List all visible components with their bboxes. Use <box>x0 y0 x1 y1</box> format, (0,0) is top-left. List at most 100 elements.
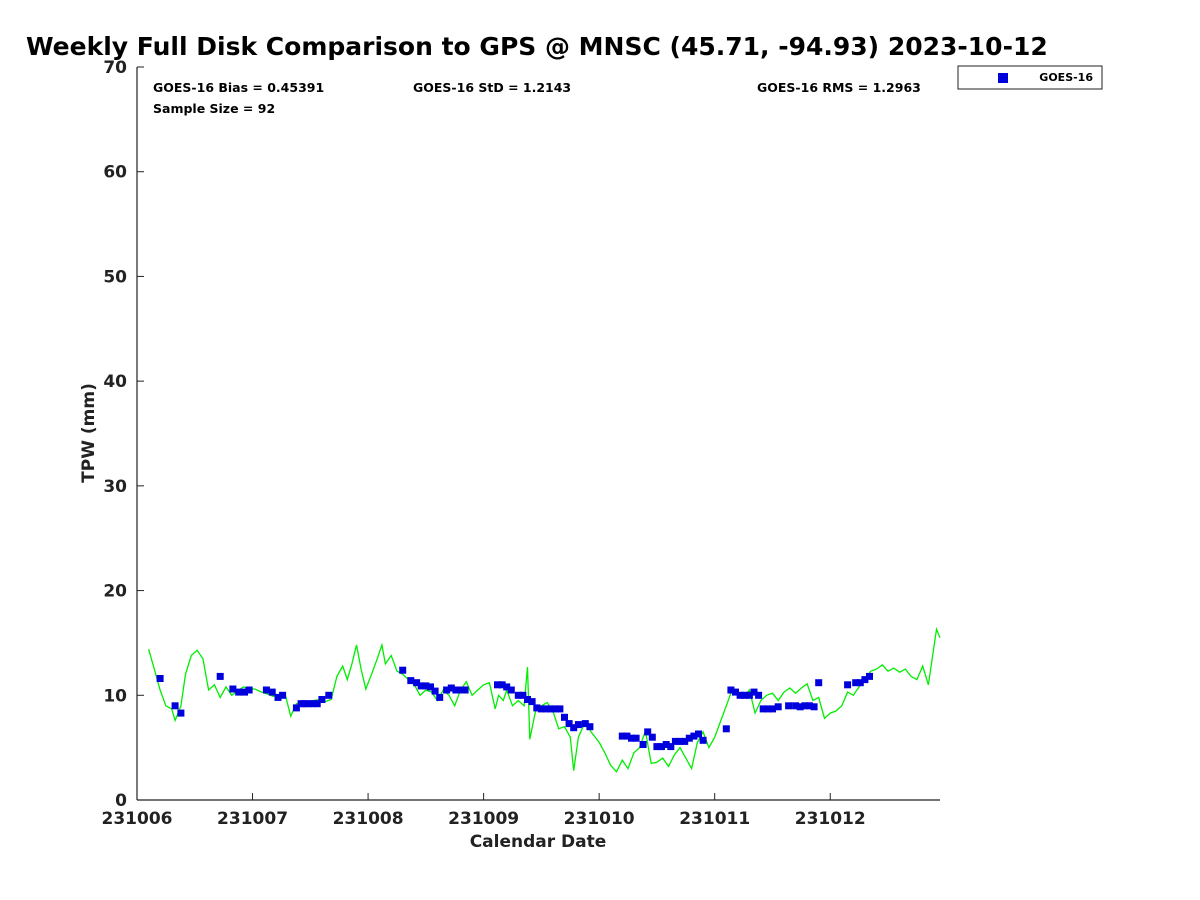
y-ticks: 0 10 20 30 40 50 60 70 <box>103 58 144 811</box>
chart-title: Weekly Full Disk Comparison to GPS @ MNS… <box>26 32 1048 61</box>
sample-size-stat: Sample Size = 92 <box>153 101 275 116</box>
y-tick-label: 0 <box>115 791 127 811</box>
goes16-point <box>662 741 670 748</box>
goes16-point <box>431 687 439 695</box>
goes16-point <box>648 733 656 741</box>
goes16-point <box>551 705 559 713</box>
goes16-point <box>519 691 527 699</box>
goes16-point <box>156 675 164 682</box>
goes16-point <box>644 728 652 736</box>
goes16-point <box>524 696 531 703</box>
legend-label-goes16: GOES-16 <box>1039 71 1093 84</box>
goes16-point <box>732 688 739 696</box>
goes16-point <box>436 693 444 701</box>
y-tick-label: 40 <box>103 372 127 392</box>
goes16-point <box>699 736 707 744</box>
goes16-point <box>722 725 730 733</box>
goes16-point <box>547 705 555 713</box>
goes16-point <box>292 704 300 712</box>
goes16-point <box>229 685 237 693</box>
y-tick-label: 70 <box>103 58 127 78</box>
y-tick-label: 10 <box>103 686 127 706</box>
y-axis-label: TPW (mm) <box>79 383 99 483</box>
goes16-point <box>628 734 635 742</box>
goes16-point <box>618 732 626 740</box>
goes16-point <box>574 721 582 729</box>
goes16-point <box>507 686 515 694</box>
goes16-point <box>417 682 425 690</box>
x-tick-label: 231009 <box>448 809 519 829</box>
goes16-point <box>815 679 823 687</box>
goes16-point <box>561 713 568 721</box>
goes16-point <box>690 732 698 740</box>
goes16-point <box>461 686 469 694</box>
goes16-point <box>216 672 224 680</box>
goes16-point <box>274 693 282 701</box>
y-tick-label: 60 <box>103 163 127 183</box>
goes16-point <box>570 724 578 732</box>
goes16-point <box>639 741 647 748</box>
goes16-point <box>801 702 809 710</box>
goes16-point <box>866 672 873 680</box>
bias-stat: GOES-16 Bias = 0.45391 <box>153 80 324 95</box>
goes16-point <box>177 709 185 717</box>
goes16-point <box>542 705 550 713</box>
goes16-point <box>309 700 317 708</box>
goes16-point <box>452 686 460 694</box>
goes16-point <box>494 681 501 689</box>
legend-marker-goes16 <box>998 73 1008 83</box>
goes16-point <box>498 681 506 689</box>
goes16-point <box>741 691 749 699</box>
x-ticks: 231006 231007 231008 231009 231010 231011 2310… <box>102 793 866 829</box>
goes16-point <box>581 720 589 728</box>
goes16-point <box>759 705 767 713</box>
goes16-point <box>262 686 270 694</box>
rms-stat: GOES-16 RMS = 1.2963 <box>757 80 921 95</box>
goes16-point <box>565 720 573 728</box>
y-tick-label: 20 <box>103 582 127 602</box>
goes16-point <box>279 691 287 699</box>
goes16-point <box>727 686 735 694</box>
goes16-point <box>447 684 455 692</box>
goes16-point <box>852 679 860 687</box>
goes16-point <box>695 730 702 738</box>
goes16-point <box>528 698 536 706</box>
goes16-point <box>736 691 744 699</box>
goes16-series-points <box>156 666 873 751</box>
goes16-point <box>422 682 430 690</box>
goes16-point <box>796 703 804 711</box>
goes16-point <box>792 702 800 710</box>
goes16-point <box>318 696 326 703</box>
goes16-point <box>268 688 276 696</box>
x-tick-label: 231011 <box>679 809 750 829</box>
gps-series-line <box>147 626 941 773</box>
y-tick-label: 50 <box>103 267 127 287</box>
std-stat: GOES-16 StD = 1.2143 <box>413 80 571 95</box>
goes16-point <box>671 737 679 745</box>
goes16-point <box>537 705 545 713</box>
goes16-point <box>805 702 813 710</box>
goes16-point <box>313 700 321 708</box>
goes16-point <box>514 691 522 699</box>
goes16-point <box>556 705 564 713</box>
goes16-point <box>171 702 179 710</box>
goes16-point <box>304 700 312 708</box>
goes16-point <box>685 734 693 742</box>
x-tick-label: 231010 <box>564 809 635 829</box>
goes16-point <box>769 705 776 713</box>
goes16-point <box>785 702 793 710</box>
plot-area: 0 10 20 30 40 50 60 70 231006 231007 231008 231009… <box>102 58 941 829</box>
goes16-point <box>325 691 333 699</box>
goes16-point <box>413 679 421 687</box>
y-tick-label: 30 <box>103 477 127 497</box>
goes16-point <box>457 686 464 694</box>
goes16-point <box>443 686 451 694</box>
goes16-point <box>407 677 415 685</box>
goes16-point <box>399 666 407 674</box>
x-axis-label: Calendar Date <box>470 832 607 852</box>
goes16-point <box>745 691 753 699</box>
goes16-point <box>844 681 852 689</box>
goes16-point <box>533 704 541 712</box>
goes16-point <box>427 683 434 691</box>
goes16-point <box>667 743 675 751</box>
